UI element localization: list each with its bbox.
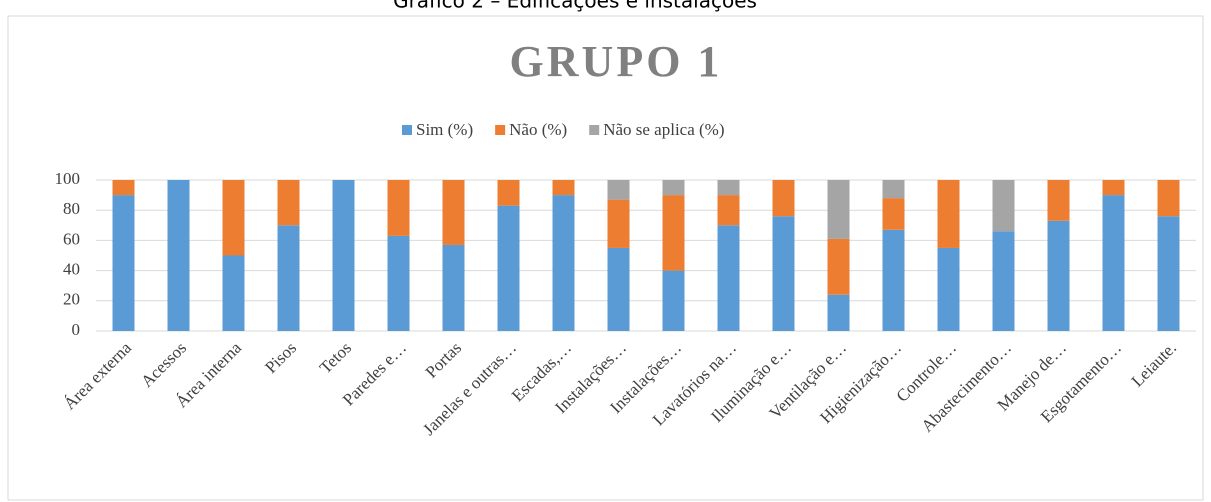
bar-segment: [497, 205, 520, 331]
bar-segment: [497, 180, 520, 206]
bar-segment: [1157, 180, 1180, 217]
bar-segment: [552, 180, 575, 196]
chart-title: GRUPO 1: [510, 37, 723, 86]
bar-segment: [882, 198, 905, 230]
bar-segment: [827, 294, 850, 331]
bar-segment: [607, 247, 630, 331]
bar-segment: [717, 195, 740, 226]
bar-segment: [1157, 216, 1180, 331]
y-tick-label: 80: [63, 199, 80, 218]
bar-segment: [387, 180, 410, 236]
bar-segment: [937, 180, 960, 248]
bar-segment: [662, 270, 685, 331]
bar-segment: [1102, 195, 1125, 331]
legend-label: Não se aplica (%): [603, 120, 724, 139]
bar-segment: [1102, 180, 1125, 196]
legend-swatch: [402, 125, 412, 135]
bar-segment: [442, 180, 465, 245]
legend-swatch: [495, 125, 506, 135]
bar-segment: [992, 180, 1015, 232]
bar-segment: [112, 195, 135, 331]
bar-segment: [717, 225, 740, 331]
bar-segment: [882, 229, 905, 331]
bar-segment: [277, 180, 300, 226]
bar-segment: [387, 235, 410, 331]
bar-segment: [607, 180, 630, 200]
bar-segment: [717, 180, 740, 196]
bar-segment: [662, 195, 685, 271]
y-tick-label: 20: [63, 290, 80, 309]
bar-segment: [222, 180, 245, 256]
bar-segment: [827, 180, 850, 239]
bar-segment: [992, 231, 1015, 331]
y-tick-label: 40: [63, 260, 80, 279]
bar-segment: [1047, 220, 1070, 331]
bar-segment: [552, 195, 575, 331]
bar-segment: [772, 216, 795, 331]
bar-segment: [112, 180, 135, 196]
legend-label: Sim (%): [416, 120, 473, 139]
bar-segment: [222, 255, 245, 331]
bar-segment: [1047, 180, 1070, 221]
bar-segment: [332, 180, 355, 331]
legend-label: Não (%): [509, 120, 567, 139]
bar-segment: [167, 180, 190, 331]
bar-segment: [882, 180, 905, 199]
y-tick-label: 100: [55, 169, 81, 188]
legend-swatch: [589, 125, 600, 135]
y-tick-label: 0: [72, 320, 81, 339]
bar-segment: [277, 225, 300, 331]
bar-segment: [442, 244, 465, 331]
caption: Gráfico 2 – Edificações e instalações: [393, 0, 757, 13]
y-tick-label: 60: [63, 229, 80, 248]
bar-segment: [607, 199, 630, 248]
bar-segment: [662, 180, 685, 196]
bar-segment: [772, 180, 795, 217]
bar-segment: [937, 247, 960, 331]
bar-segment: [827, 238, 850, 295]
